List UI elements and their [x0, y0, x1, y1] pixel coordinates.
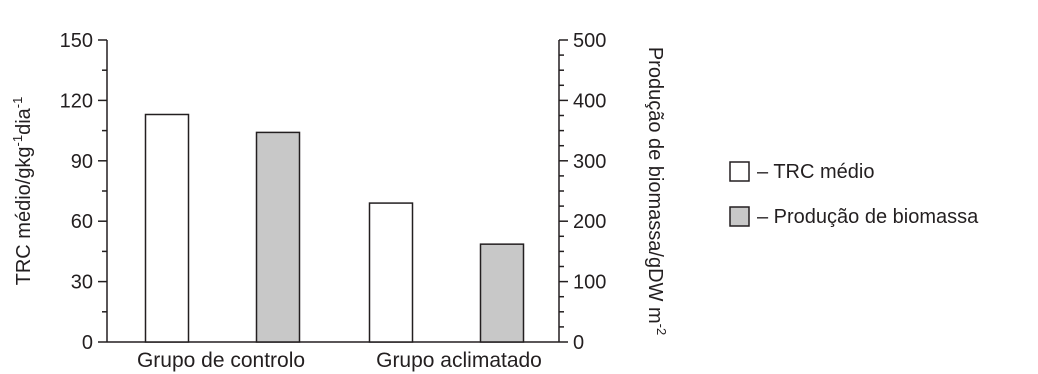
left-tick-label: 0 [82, 332, 93, 354]
left-tick-label: 90 [71, 151, 93, 173]
bar-trc-aclimatado [368, 202, 414, 343]
right-tick-label: 0 [573, 332, 584, 354]
left-tick-label: 120 [60, 90, 93, 112]
right-axis-ticks: 0 100 200 300 400 500 [559, 30, 606, 354]
bar-biomassa-aclimatado [479, 243, 525, 343]
right-tick-label: 100 [573, 272, 606, 294]
legend-label-biomassa: – Produção de biomassa [757, 206, 979, 228]
right-tick-label: 200 [573, 211, 606, 233]
legend: – TRC médio – Produção de biomassa [729, 161, 979, 228]
right-tick-label: 300 [573, 151, 606, 173]
category-labels: Grupo de controlo Grupo aclimatado [137, 349, 542, 372]
right-tick-label: 400 [573, 90, 606, 112]
left-tick-label: 60 [71, 211, 93, 233]
left-axis-ticks: 0 30 60 90 120 150 [60, 30, 107, 354]
left-tick-label: 30 [71, 272, 93, 294]
legend-swatch-trc [729, 161, 750, 182]
category-label: Grupo de controlo [137, 349, 305, 372]
category-label: Grupo aclimatado [376, 349, 542, 372]
right-tick-label: 500 [573, 30, 606, 52]
right-axis-title: Produção de biomassa/gDW m-2 [644, 47, 669, 335]
legend-label-trc: – TRC médio [757, 161, 874, 183]
left-tick-label: 150 [60, 30, 93, 52]
legend-swatch-biomassa [729, 206, 750, 227]
bar-trc-controlo [144, 113, 190, 343]
bars [144, 113, 525, 343]
left-axis-title: TRC médio/gkg-1dia-1 [10, 97, 35, 286]
bar-biomassa-controlo [255, 131, 301, 343]
